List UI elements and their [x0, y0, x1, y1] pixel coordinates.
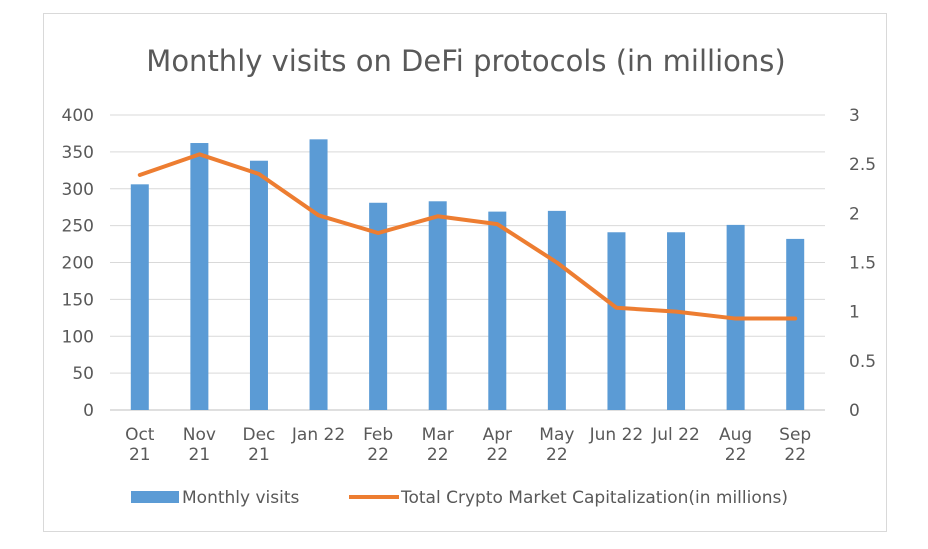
- y-left-tick-label: 300: [62, 180, 94, 200]
- x-tick-label: 22: [427, 445, 449, 465]
- x-tick-label: Jul 22: [651, 425, 700, 445]
- y-right-tick-label: 2: [849, 204, 860, 224]
- bar: [607, 232, 626, 410]
- bar: [667, 232, 686, 410]
- bar: [369, 202, 388, 410]
- x-tick-label: 21: [189, 445, 211, 465]
- y-left-tick-label: 100: [62, 327, 94, 347]
- legend-swatch-monthly-visits: [131, 491, 179, 503]
- y-left-tick-label: 0: [83, 401, 94, 421]
- x-tick-label: May: [539, 425, 574, 445]
- x-tick-label: 22: [546, 445, 568, 465]
- legend: Monthly visits Total Crypto Market Capit…: [131, 488, 788, 508]
- legend-label-market-cap: Total Crypto Market Capitalization(in mi…: [400, 488, 788, 508]
- x-tick-label: Sep: [779, 425, 811, 445]
- chart-canvas: Monthly visits on DeFi protocols (in mil…: [62, 44, 877, 508]
- x-tick-label: Apr: [483, 425, 512, 445]
- y-left-tick-label: 200: [62, 254, 94, 274]
- y-right-tick-label: 2.5: [849, 155, 876, 175]
- x-tick-label: Nov: [183, 425, 216, 445]
- bar: [130, 184, 149, 410]
- x-tick-label: Dec: [243, 425, 276, 445]
- x-tick-label: Jun 22: [589, 425, 644, 445]
- x-tick-label: Mar: [422, 425, 454, 445]
- y-right-tick-label: 3: [849, 106, 860, 126]
- x-tick-label: 22: [486, 445, 508, 465]
- y-left-tick-label: 400: [62, 106, 94, 126]
- y-left-tick-label: 350: [62, 143, 94, 163]
- bar: [547, 210, 566, 410]
- series-line: [137, 152, 798, 321]
- y-left-tick-labels: 0 50 100 150 200 250 300 350 400: [62, 106, 94, 421]
- bar: [488, 211, 507, 410]
- x-tick-label: 21: [129, 445, 151, 465]
- bar: [309, 139, 328, 410]
- y-right-tick-label: 0.5: [849, 352, 876, 372]
- y-left-tick-label: 150: [62, 290, 94, 310]
- x-tick-label: Jan 22: [291, 425, 345, 445]
- x-tick-label: 22: [784, 445, 806, 465]
- x-tick-label: Aug: [719, 425, 752, 445]
- gridlines: [110, 114, 825, 411]
- y-right-tick-label: 0: [849, 401, 860, 421]
- bar-series-monthly-visits: [130, 139, 805, 410]
- y-left-tick-label: 50: [72, 364, 94, 384]
- y-right-tick-label: 1: [849, 303, 860, 323]
- bar: [190, 143, 209, 410]
- chart-frame: Monthly visits on DeFi protocols (in mil…: [43, 13, 887, 532]
- bar: [249, 160, 268, 410]
- y-left-tick-label: 250: [62, 217, 94, 237]
- line-series-market-cap: [137, 152, 798, 321]
- x-tick-label: Feb: [363, 425, 393, 445]
- chart-title: Monthly visits on DeFi protocols (in mil…: [146, 44, 785, 78]
- bar: [428, 201, 447, 410]
- y-right-tick-labels: 0 0.5 1 1.5 2 2.5 3: [849, 106, 876, 421]
- y-right-tick-label: 1.5: [849, 254, 876, 274]
- legend-label-monthly-visits: Monthly visits: [182, 488, 299, 508]
- x-tick-label: 22: [725, 445, 747, 465]
- x-tick-label: Oct: [125, 425, 155, 445]
- x-tick-label: 22: [367, 445, 389, 465]
- bar: [786, 238, 805, 410]
- x-tick-label: 21: [248, 445, 270, 465]
